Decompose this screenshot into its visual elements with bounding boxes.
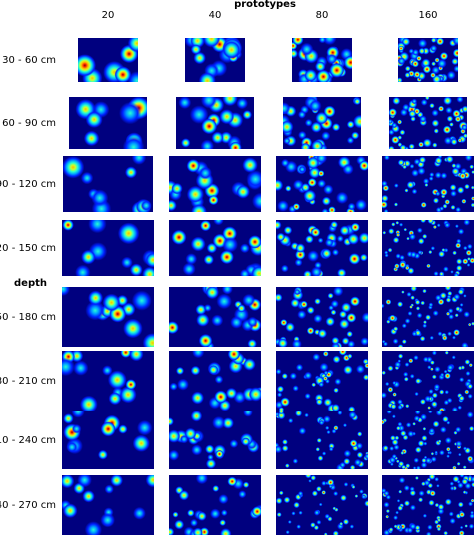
panel-grid: [62, 38, 474, 535]
heatmap-panel: [176, 97, 254, 149]
heatmap-panel: [169, 156, 261, 212]
row-label: 150 - 180 cm: [0, 312, 56, 323]
row-label: 60 - 90 cm: [2, 118, 56, 129]
heatmap-panel: [382, 156, 474, 212]
row-labels: 30 - 60 cm 60 - 90 cm 90 - 120 cm 120 - 150…: [0, 55, 56, 511]
heatmap-panel: [276, 411, 368, 469]
heatmap-panel: [276, 287, 368, 347]
heatmap-panel: [382, 351, 474, 411]
heatmap-panel: [382, 475, 474, 535]
heatmap-panel: [276, 220, 368, 276]
heatmap-panel: [169, 351, 261, 411]
heatmap-panel: [382, 220, 474, 276]
heatmap-panel: [62, 351, 154, 411]
heatmap-panel: [276, 351, 368, 411]
heatmap-panel: [169, 220, 261, 276]
column-label: 40: [209, 10, 222, 21]
heatmap-panel: [62, 475, 154, 535]
row-label: 90 - 120 cm: [0, 179, 56, 190]
row-label: 120 - 150 cm: [0, 243, 56, 254]
heatmap-panel: [292, 38, 352, 82]
column-label: 80: [316, 10, 329, 21]
heatmap-panel: [169, 475, 261, 535]
row-axis-title: depth: [14, 278, 47, 289]
heatmap-panel: [169, 411, 261, 469]
row-label: 240 - 270 cm: [0, 500, 56, 511]
row-label: 30 - 60 cm: [2, 55, 56, 66]
heatmap-panel: [398, 38, 458, 82]
heatmap-panel: [78, 38, 138, 82]
heatmap-panel: [389, 97, 467, 149]
heatmap-panel: [382, 287, 474, 347]
row-label: 210 - 240 cm: [0, 435, 56, 446]
heatmap-panel: [62, 287, 154, 347]
column-axis-title: prototypes: [234, 0, 296, 10]
heatmap-panel: [63, 156, 153, 212]
column-label: 20: [102, 10, 115, 21]
heatmap-panel: [169, 287, 261, 347]
heatmap-panel: [69, 97, 147, 149]
heatmap-panel: [62, 220, 154, 276]
heatmap-panel: [283, 97, 361, 149]
heatmap-panel: [185, 38, 245, 82]
heatmap-panel: [276, 475, 368, 535]
column-label: 160: [418, 10, 437, 21]
row-label: 180 - 210 cm: [0, 376, 56, 387]
column-labels: 20 40 80 160: [102, 10, 438, 21]
heatmap-panel: [62, 411, 154, 469]
heatmap-panel: [382, 411, 474, 469]
heatmap-panel: [276, 156, 368, 212]
